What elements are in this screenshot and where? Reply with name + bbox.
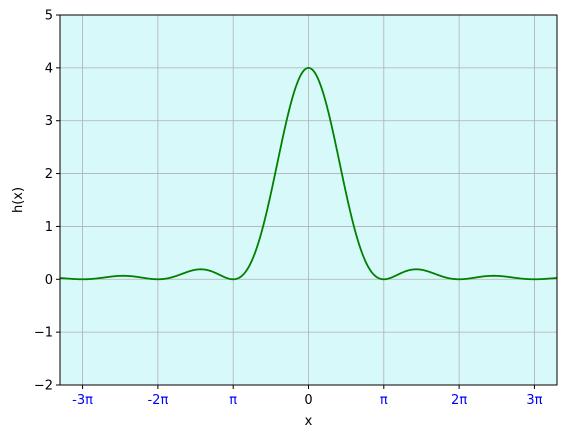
series-line-h: [59, 66, 558, 281]
x-tick-label: 0: [304, 393, 312, 408]
y-tick-label: 3: [45, 114, 53, 129]
y-tick-label: 0: [45, 273, 53, 288]
x-tick-label: π: [229, 393, 237, 408]
x-axis: -3π -2π π 0 π 2π 3π: [72, 385, 543, 408]
y-tick-label: 5: [45, 9, 53, 24]
x-tick-label: 2π: [451, 393, 467, 408]
y-axis: −2 −1 0 1 2 3 4 5: [34, 9, 60, 394]
y-tick-label: 2: [45, 167, 53, 182]
x-tick-label: -3π: [72, 393, 93, 408]
y-tick-label: 4: [45, 61, 53, 76]
x-tick-label: 3π: [526, 393, 542, 408]
x-tick-label: -2π: [147, 393, 168, 408]
x-axis-title: x: [305, 414, 313, 429]
x-tick-label: π: [380, 393, 388, 408]
y-tick-label: −1: [34, 326, 53, 341]
y-tick-label: −2: [34, 379, 53, 394]
y-axis-title: h(x): [11, 187, 26, 213]
y-tick-label: 1: [45, 220, 53, 235]
